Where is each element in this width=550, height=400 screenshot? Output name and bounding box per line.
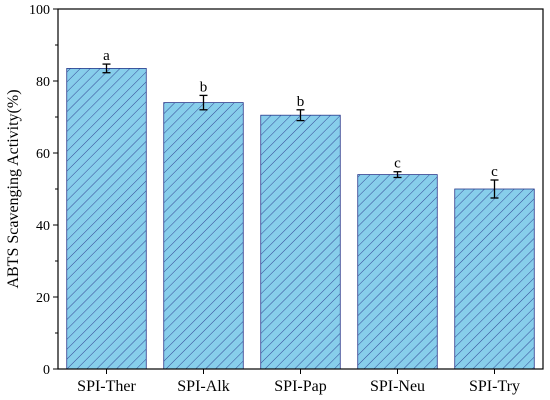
y-tick-label: 40 — [36, 219, 50, 234]
significance-label: b — [297, 94, 305, 110]
x-tick-label: SPI-Try — [469, 378, 520, 395]
bar-spi-neu — [357, 174, 438, 370]
significance-labels-group: a b b c c — [103, 48, 498, 180]
y-axis-title: ABTS Scavenging Activity(%) — [5, 89, 22, 288]
x-tick-label: SPI-Alk — [177, 378, 229, 395]
significance-label: c — [394, 156, 401, 172]
x-tick-label: SPI-Neu — [370, 378, 425, 395]
error-bar-spi-neu — [393, 171, 402, 179]
error-bar-spi-alk — [199, 94, 208, 111]
y-tick-label: 20 — [36, 291, 50, 306]
y-tick-label: 60 — [36, 147, 50, 162]
error-bar-spi-pap — [296, 109, 305, 122]
significance-label: a — [103, 48, 110, 64]
x-tick-label: SPI-Ther — [77, 378, 136, 395]
significance-label: b — [200, 79, 208, 95]
y-tick-label: 0 — [43, 363, 50, 378]
error-bar-spi-ther — [102, 63, 111, 74]
bar-spi-pap — [260, 114, 341, 370]
error-bars-group — [102, 63, 499, 199]
significance-label: c — [491, 164, 498, 180]
error-bar-spi-try — [490, 179, 499, 199]
y-tick-label: 80 — [36, 75, 50, 90]
x-axis-ticks: SPI-Ther SPI-Alk SPI-Pap SPI-Neu SPI-Try — [77, 369, 520, 395]
x-tick-label: SPI-Pap — [274, 378, 326, 395]
y-axis-ticks: 0 20 40 60 80 100 — [29, 3, 58, 378]
bar-spi-ther — [66, 68, 147, 370]
bar-spi-alk — [163, 102, 244, 370]
bar-spi-try — [454, 188, 535, 370]
y-tick-label: 100 — [29, 3, 50, 18]
